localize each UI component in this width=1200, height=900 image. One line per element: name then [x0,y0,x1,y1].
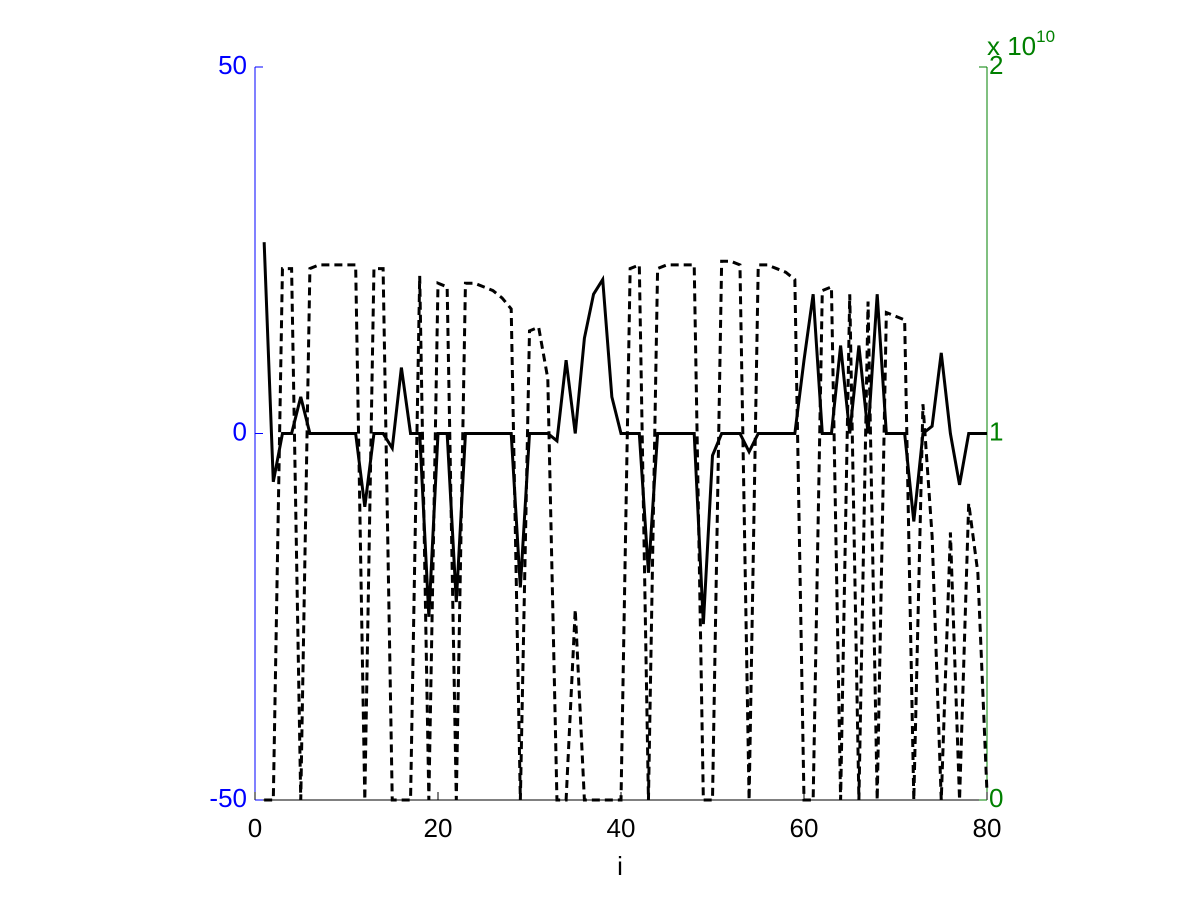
y2-tick-label: 0 [989,783,1003,813]
x-tick-label: 60 [790,813,819,843]
y-tick-label: 0 [233,416,247,446]
y-tick-label: -50 [209,783,247,813]
y-tick-label: 50 [218,50,247,80]
y2-scale-label: x 1010 [987,27,1055,60]
x-tick-label: 0 [248,813,262,843]
x-axis-label: i [617,851,623,881]
y2-tick-label: 1 [989,416,1003,446]
y2-tick-label: 2 [989,50,1003,80]
dashed-line [264,259,989,802]
y2-scale-base: x 10 [987,31,1036,61]
x-tick-label: 80 [973,813,1002,843]
x-tick-label: 20 [424,813,453,843]
x-tick-label: 40 [607,813,636,843]
y2-scale-exponent: 10 [1036,27,1055,46]
